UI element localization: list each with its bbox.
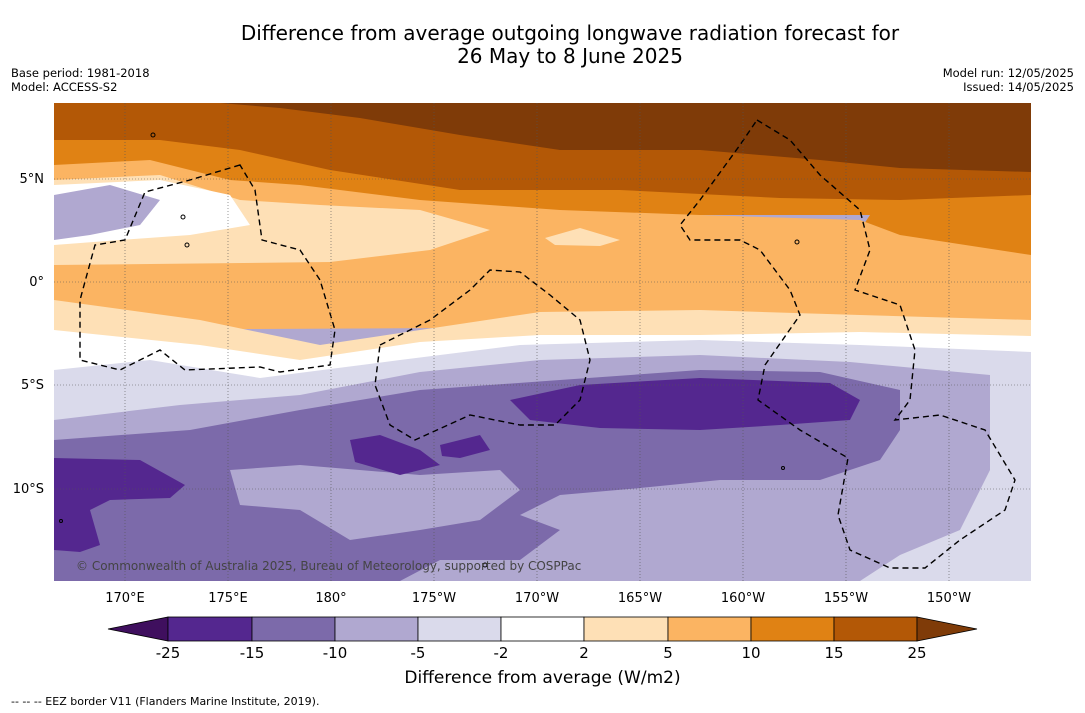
base-period-text: Base period: 1981-2018	[11, 66, 150, 80]
colorbar-label: Difference from average (W/m2)	[404, 668, 681, 688]
colorbar-left-extension	[107, 616, 169, 642]
eez-borders	[79, 119, 1016, 569]
negative-patch-north	[54, 185, 160, 240]
colorbar-tick: -5	[411, 644, 426, 662]
meta-right: Model run: 12/05/2025 Issued: 14/05/2025	[943, 66, 1074, 94]
colorbar-segment	[167, 616, 253, 642]
lon-label: 180°	[315, 591, 346, 606]
band-minus-15-25-east	[510, 378, 860, 430]
issued-text: Issued: 14/05/2025	[963, 80, 1074, 94]
copyright-text: © Commonwealth of Australia 2025, Bureau…	[76, 559, 581, 573]
band-minus-15-25-small	[440, 435, 490, 458]
island-marker	[482, 562, 488, 568]
colorbar-segment	[334, 616, 419, 642]
colorbar-tick: -10	[323, 644, 348, 662]
colorbar-tick: -15	[240, 644, 265, 662]
colorbar-tick: -2	[494, 644, 509, 662]
island-marker	[150, 132, 156, 138]
colorbar-tick: 10	[741, 644, 760, 662]
longitude-labels: 170°E 175°E 180° 175°W 170°W 165°W 160°W…	[105, 591, 971, 606]
band-minus-15-25-west	[54, 458, 185, 552]
band-over-25	[220, 103, 1031, 172]
colorbar-tick: 5	[663, 644, 673, 662]
lon-label: 175°W	[412, 591, 456, 606]
colorbar-tick: 15	[824, 644, 843, 662]
island-marker	[781, 466, 785, 470]
map-title: Difference from average outgoing longwav…	[160, 22, 980, 68]
lon-label: 165°W	[618, 591, 662, 606]
meta-left: Base period: 1981-2018 Model: ACCESS-S2	[11, 66, 150, 94]
lat-label: 5°N	[20, 172, 45, 187]
colorbar-segment	[583, 616, 669, 642]
colorbar-segment	[833, 616, 918, 642]
colorbar-segment	[251, 616, 336, 642]
colorbar-tick: -25	[156, 644, 181, 662]
eez-border-east	[679, 119, 1016, 569]
lat-label: 10°S	[13, 482, 44, 497]
model-run-text: Model run: 12/05/2025	[942, 66, 1074, 80]
gridlines	[54, 103, 1031, 581]
lon-label: 170°W	[515, 591, 559, 606]
band-10-15	[54, 140, 1031, 260]
title-line-1: Difference from average outgoing longwav…	[240, 21, 900, 45]
island-marker	[184, 242, 190, 248]
colorbar-tick: 2	[579, 644, 589, 662]
lat-label: 0°	[29, 275, 44, 290]
eez-border-central	[374, 269, 591, 441]
negative-inner-patch	[230, 465, 520, 540]
lon-label: 150°W	[927, 591, 971, 606]
colorbar-segment	[417, 616, 502, 642]
colorbar	[107, 616, 978, 642]
colorbar-segment	[750, 616, 835, 642]
island-marker	[180, 214, 186, 220]
island-outlines	[59, 132, 800, 568]
island-marker	[59, 519, 63, 523]
band-minus-15-25-mid	[350, 435, 440, 475]
colorbar-segment	[667, 616, 752, 642]
colorbar-tick: 25	[907, 644, 926, 662]
colorbar-segment	[500, 616, 585, 642]
band-5-10	[54, 160, 1031, 330]
lat-label: 5°S	[21, 378, 44, 393]
band-2-5-patch	[545, 228, 620, 246]
lon-label: 175°E	[208, 591, 248, 606]
lon-label: 160°W	[721, 591, 765, 606]
model-text: Model: ACCESS-S2	[11, 80, 118, 94]
island-marker	[794, 239, 800, 245]
lon-label: 155°W	[824, 591, 868, 606]
map-plot-area: © Commonwealth of Australia 2025, Bureau…	[54, 103, 1031, 581]
colorbar-ticks: -25 -15 -10 -5 -2 2 5 10 15 25	[156, 644, 927, 662]
colorbar-right-extension	[916, 616, 978, 642]
title-line-2: 26 May to 8 June 2025	[457, 44, 683, 68]
eez-footnote: -- -- -- EEZ border V11 (Flanders Marine…	[11, 695, 320, 708]
latitude-labels: 5°N 0° 5°S 10°S	[13, 172, 44, 497]
eez-border-west	[79, 164, 336, 373]
lon-label: 170°E	[105, 591, 145, 606]
